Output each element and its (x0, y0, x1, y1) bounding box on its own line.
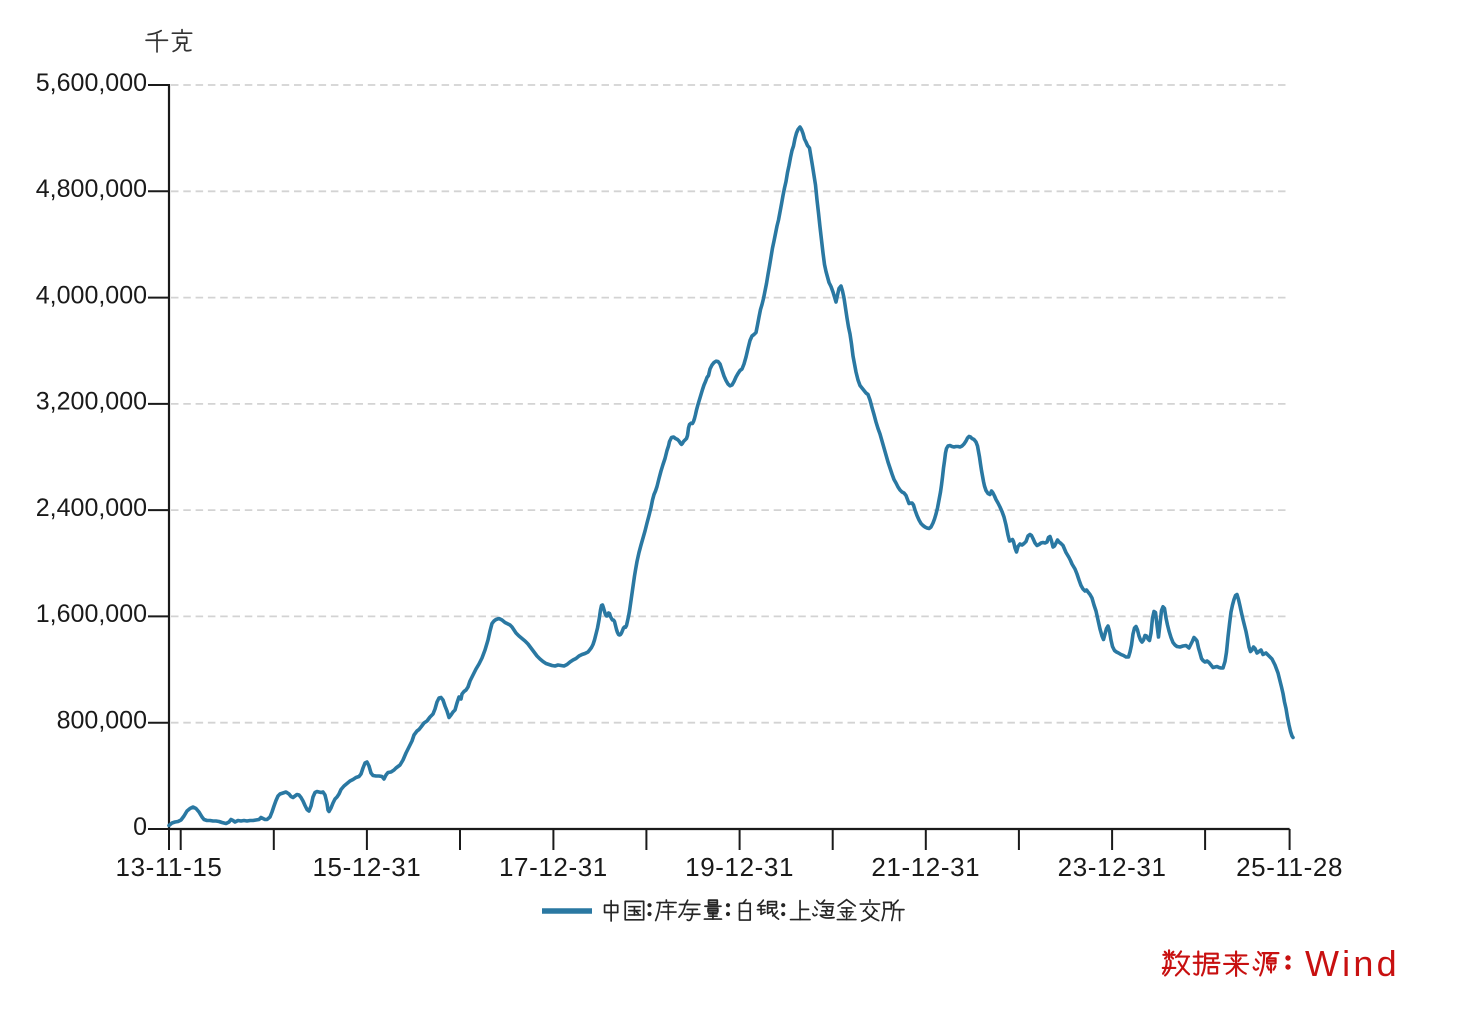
svg-text:5,600,000: 5,600,000 (36, 69, 147, 97)
svg-text:21-12-31: 21-12-31 (871, 852, 980, 882)
svg-text:Wind: Wind (1305, 943, 1400, 984)
svg-text:19-12-31: 19-12-31 (685, 852, 794, 882)
svg-text:17-12-31: 17-12-31 (499, 852, 608, 882)
svg-text:25-11-28: 25-11-28 (1236, 852, 1343, 882)
svg-text:13-11-15: 13-11-15 (116, 852, 223, 882)
svg-text:3,200,000: 3,200,000 (36, 388, 147, 416)
svg-text:4,000,000: 4,000,000 (36, 281, 147, 309)
svg-text:1,600,000: 1,600,000 (36, 600, 147, 628)
svg-text:800,000: 800,000 (57, 707, 147, 735)
svg-text:0: 0 (133, 813, 147, 841)
svg-text:23-12-31: 23-12-31 (1058, 852, 1167, 882)
svg-text:4,800,000: 4,800,000 (36, 175, 147, 203)
svg-text:15-12-31: 15-12-31 (312, 852, 421, 882)
svg-text:2,400,000: 2,400,000 (36, 494, 147, 522)
